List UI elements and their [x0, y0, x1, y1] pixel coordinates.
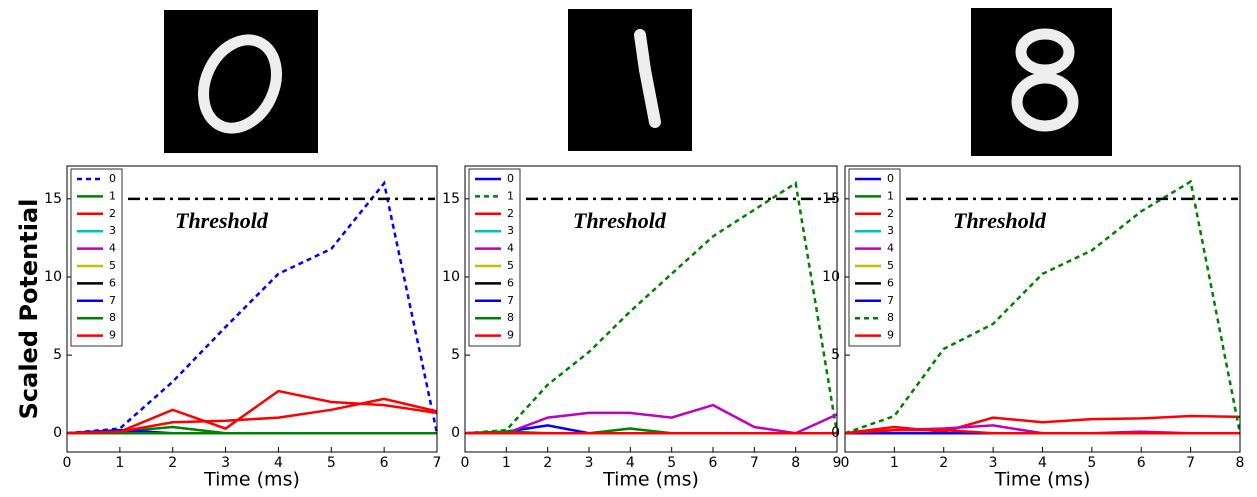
legend-label: 9 [887, 329, 894, 342]
legend-label: 1 [109, 189, 116, 202]
legend-label: 7 [507, 294, 514, 307]
legend-label: 0 [887, 172, 894, 185]
x-axis-label: Time (ms) [602, 469, 699, 491]
x-tick-label: 4 [274, 455, 283, 471]
x-tick-label: 2 [939, 455, 948, 471]
series-line [844, 428, 1240, 435]
series-line [465, 403, 838, 435]
digit-image [568, 9, 692, 151]
x-tick-label: 1 [502, 455, 511, 471]
x-tick-label: 4 [626, 455, 635, 471]
plot-frame [844, 165, 1241, 453]
series-line [66, 397, 438, 435]
legend-label: 5 [109, 259, 116, 272]
legend-label: 2 [507, 207, 514, 220]
legend-label: 5 [887, 259, 894, 272]
legend-label: 8 [887, 311, 894, 324]
series-line [844, 179, 1242, 435]
legend-label: 9 [109, 329, 116, 342]
y-tick-label: 10 [822, 269, 840, 285]
legend-label: 5 [507, 259, 514, 272]
x-tick-label: 3 [221, 455, 230, 471]
x-tick-label: 1 [115, 455, 124, 471]
x-tick-label: 7 [433, 455, 442, 471]
x-tick-label: 6 [1137, 455, 1146, 471]
x-axis-label: Time (ms) [994, 469, 1091, 491]
x-tick-label: 2 [168, 455, 177, 471]
legend-label: 6 [887, 276, 894, 289]
legend-label: 0 [507, 172, 514, 185]
legend-label: 0 [109, 172, 116, 185]
legend-label: 4 [109, 242, 116, 255]
x-tick-label: 6 [709, 455, 718, 471]
x-tick-label: 8 [791, 455, 800, 471]
x-tick-label: 4 [1038, 455, 1047, 471]
y-tick-label: 10 [44, 269, 62, 285]
x-tick-label: 5 [327, 455, 336, 471]
annotation: Threshold [175, 208, 269, 233]
y-tick-label: 0 [451, 425, 460, 441]
x-tick-label: 7 [750, 455, 759, 471]
series-line [464, 181, 839, 435]
legend-label: 3 [507, 224, 514, 237]
legend-label: 6 [507, 276, 514, 289]
x-tick-label: 2 [543, 455, 552, 471]
y-tick-label: 0 [53, 425, 62, 441]
legend-label: 4 [507, 242, 514, 255]
x-tick-label: 0 [63, 455, 72, 471]
annotation: Threshold [573, 208, 667, 233]
y-axis-label: Scaled Potential [15, 199, 43, 420]
plot-frame [66, 165, 438, 453]
y-tick-label: 0 [831, 425, 840, 441]
x-tick-label: 3 [989, 455, 998, 471]
legend-label: 7 [887, 294, 894, 307]
y-tick-label: 10 [442, 269, 460, 285]
x-tick-label: 6 [380, 455, 389, 471]
x-tick-label: 0 [461, 455, 470, 471]
x-tick-label: 0 [841, 455, 850, 471]
series-line [66, 180, 439, 435]
legend-label: 7 [109, 294, 116, 307]
x-axis-label: Time (ms) [203, 469, 300, 491]
y-tick-label: 15 [442, 191, 460, 207]
legend-label: 8 [507, 311, 514, 324]
digit-image [164, 10, 318, 153]
x-tick-label: 8 [1236, 455, 1245, 471]
legend-label: 2 [887, 207, 894, 220]
digit-image [971, 8, 1112, 156]
plot-frame [464, 165, 838, 453]
legend-box [70, 168, 123, 347]
legend-label: 1 [887, 189, 894, 202]
x-tick-label: 3 [585, 455, 594, 471]
legend-box [468, 168, 521, 347]
x-tick-label: 5 [667, 455, 676, 471]
legend-label: 3 [109, 224, 116, 237]
annotation: Threshold [953, 208, 1047, 233]
legend-label: 6 [109, 276, 116, 289]
x-tick-label: 1 [890, 455, 899, 471]
legend-label: 1 [507, 189, 514, 202]
y-tick-label: 5 [451, 347, 460, 363]
y-tick-label: 5 [831, 347, 840, 363]
legend-label: 2 [109, 207, 116, 220]
x-tick-label: 7 [1186, 455, 1195, 471]
y-tick-label: 15 [44, 191, 62, 207]
series-line [66, 389, 438, 435]
legend-box [848, 168, 901, 347]
legend-label: 3 [887, 224, 894, 237]
x-tick-label: 9 [833, 455, 842, 471]
legend-label: 4 [887, 242, 894, 255]
y-tick-label: 5 [53, 347, 62, 363]
y-tick-label: 15 [822, 191, 840, 207]
legend-label: 9 [507, 329, 514, 342]
legend-label: 8 [109, 311, 116, 324]
x-tick-label: 5 [1087, 455, 1096, 471]
